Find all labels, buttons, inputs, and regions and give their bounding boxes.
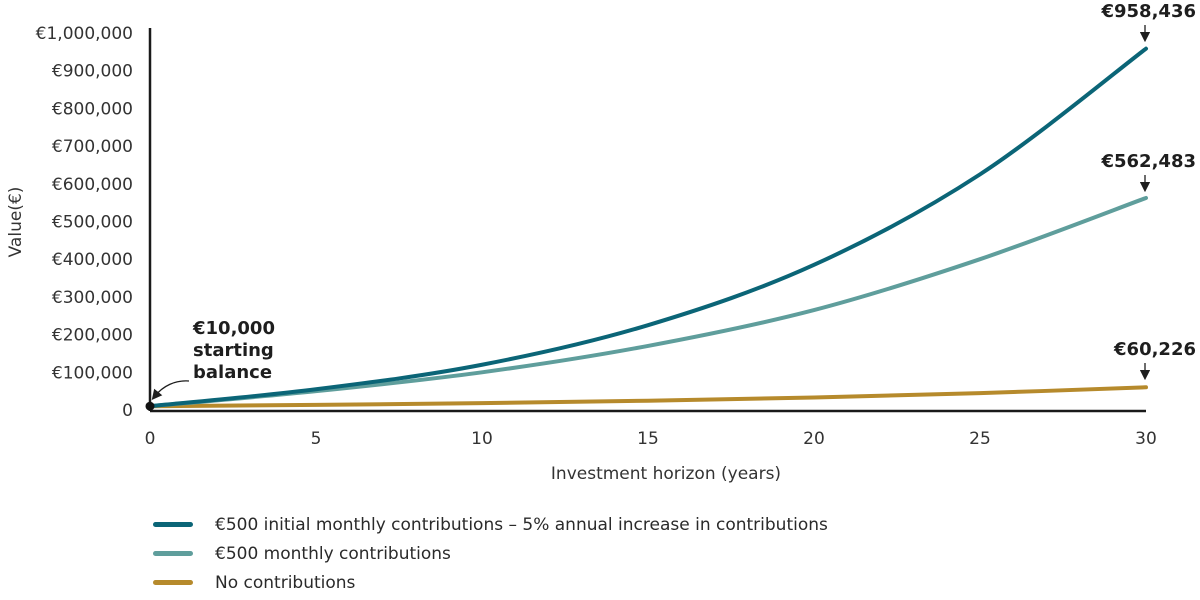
y-tick-label: €700,000 — [52, 137, 133, 157]
y-tick-label: €800,000 — [52, 99, 133, 119]
y-tick-label: €600,000 — [52, 175, 133, 195]
end-value-label: €562,483 — [1100, 151, 1196, 172]
end-value-label: €60,226 — [1113, 339, 1196, 360]
legend-swatch — [153, 522, 193, 527]
y-tick-label: 0 — [122, 401, 133, 421]
legend-label: €500 monthly contributions — [215, 543, 451, 564]
starting-balance-arrow — [151, 380, 190, 401]
starting-balance-label: €10,000 — [192, 318, 275, 339]
legend-label: No contributions — [215, 572, 356, 593]
x-tick-label: 5 — [311, 429, 322, 449]
y-tick-label: €1,000,000 — [36, 24, 133, 44]
legend-label: €500 initial monthly contributions – 5% … — [215, 514, 828, 535]
y-tick-label: €200,000 — [52, 326, 133, 346]
series-line-0 — [148, 46, 1148, 409]
legend-item: €500 monthly contributions — [153, 539, 828, 568]
x-tick-label: 0 — [145, 429, 156, 449]
series-line-2 — [148, 385, 1148, 409]
x-axis-title: Investment horizon (years) — [551, 464, 781, 484]
y-axis-title: Value(€) — [6, 187, 26, 258]
x-tick-label: 30 — [1135, 429, 1157, 449]
legend-swatch — [153, 551, 193, 556]
y-tick-label: €300,000 — [52, 288, 133, 308]
line-chart: 0 €100,000 €200,000 €300,000 €400,000 €500,00… — [6, 1, 1196, 484]
y-tick-label: €500,000 — [52, 213, 133, 233]
x-tick-label: 20 — [803, 429, 825, 449]
y-tick-label: €400,000 — [52, 250, 133, 270]
series-line-1 — [148, 195, 1148, 409]
y-tick-label: €900,000 — [52, 62, 133, 82]
legend: €500 initial monthly contributions – 5% … — [153, 510, 828, 597]
legend-swatch — [153, 580, 193, 585]
legend-item: €500 initial monthly contributions – 5% … — [153, 510, 828, 539]
starting-balance-label: starting — [193, 340, 274, 361]
end-value-label: €958,436 — [1100, 1, 1196, 22]
x-tick-label: 25 — [969, 429, 991, 449]
starting-balance-label: balance — [193, 362, 272, 383]
x-tick-label: 10 — [471, 429, 493, 449]
starting-point-marker — [145, 401, 155, 411]
legend-item: No contributions — [153, 568, 828, 597]
x-tick-label: 15 — [637, 429, 659, 449]
y-tick-label: €100,000 — [52, 363, 133, 383]
